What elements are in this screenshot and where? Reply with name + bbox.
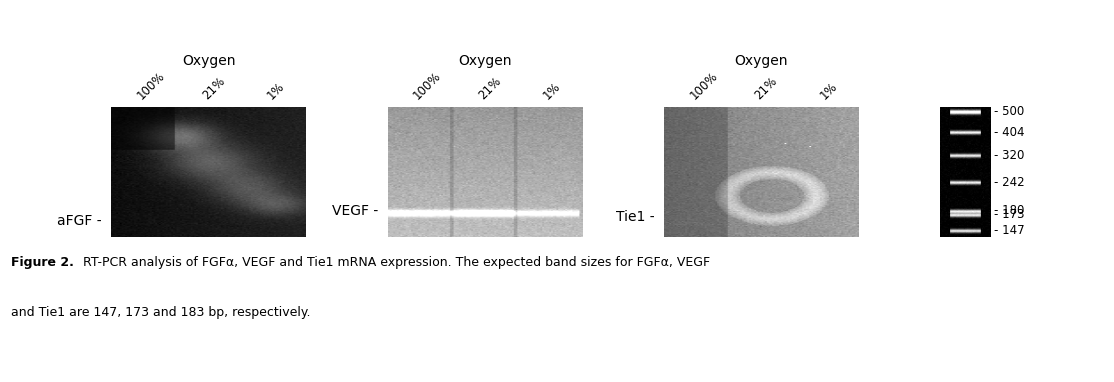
Text: aFGF -: aFGF - [57,214,101,228]
Text: 21%: 21% [476,74,504,102]
Text: - 320: - 320 [994,149,1024,162]
Text: - 173: - 173 [994,208,1024,221]
Text: Tie1 -: Tie1 - [616,210,654,224]
Text: 100%: 100% [135,69,167,102]
Text: 1%: 1% [818,79,840,102]
Text: 21%: 21% [752,74,780,102]
Text: - 180: - 180 [994,204,1024,217]
Text: - 147: - 147 [994,224,1025,237]
Text: Oxygen: Oxygen [458,54,511,68]
Text: VEGF -: VEGF - [332,204,378,218]
Text: Oxygen: Oxygen [182,54,235,68]
Text: 1%: 1% [540,79,564,102]
Text: 100%: 100% [687,69,720,102]
Text: 100%: 100% [411,69,443,102]
Text: 1%: 1% [264,79,287,102]
Text: RT-PCR analysis of FGFα, VEGF and Tie1 mRNA expression. The expected band sizes : RT-PCR analysis of FGFα, VEGF and Tie1 m… [79,256,711,269]
Text: and Tie1 are 147, 173 and 183 bp, respectively.: and Tie1 are 147, 173 and 183 bp, respec… [11,306,311,319]
Text: Figure 2.: Figure 2. [11,256,74,269]
Text: Oxygen: Oxygen [734,54,789,68]
Text: 21%: 21% [199,74,227,102]
Text: - 242: - 242 [994,176,1025,189]
Text: - 404: - 404 [994,126,1024,139]
Text: - 500: - 500 [994,105,1024,118]
